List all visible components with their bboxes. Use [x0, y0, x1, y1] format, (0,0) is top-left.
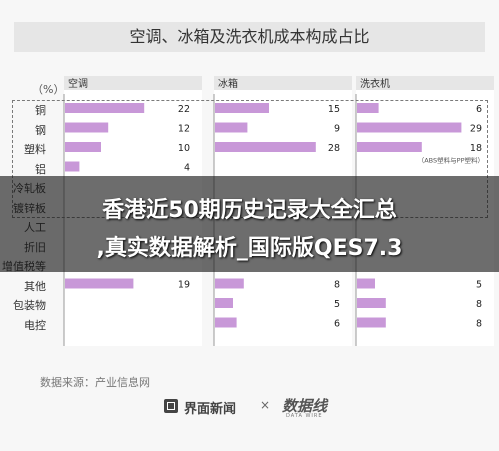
bar — [65, 103, 145, 113]
overlay-line-2: ,真实数据解析_国际版QES7.3 — [96, 236, 403, 261]
chart-title: 空调、冰箱及洗衣机成本构成占比 — [129, 27, 370, 46]
bar — [215, 142, 316, 152]
overlay-line-1: 香港近50期历史记录大全汇总 — [102, 198, 397, 223]
data-label: 22 — [178, 104, 190, 115]
category-label: 电控 — [24, 318, 46, 332]
bar — [215, 122, 248, 133]
bar — [215, 103, 269, 113]
bar — [65, 142, 101, 152]
data-label: 15 — [328, 104, 340, 115]
bar — [357, 278, 375, 289]
title-bar: 空调、冰箱及洗衣机成本构成占比 — [14, 22, 485, 52]
jiemian-logo-icon — [164, 399, 178, 413]
data-label: 8 — [334, 280, 340, 291]
bar — [357, 142, 422, 152]
brand-name: 界面新闻 — [184, 402, 237, 417]
panel-header — [64, 76, 202, 90]
data-label: 29 — [470, 124, 482, 135]
category-label: 包装物 — [13, 299, 46, 312]
data-label: 8 — [476, 319, 482, 330]
data-label: 6 — [476, 104, 482, 115]
panel-title: 洗衣机 — [360, 77, 390, 90]
data-label: 8 — [476, 299, 482, 310]
category-label: 铜 — [35, 104, 46, 117]
category-label: 塑料 — [24, 143, 46, 156]
unit-label: （%） — [32, 83, 65, 96]
bar — [215, 298, 233, 308]
category-label: 铝 — [35, 162, 46, 176]
watermark-overlay: 香港近50期历史记录大全汇总 ,真实数据解析_国际版QES7.3 — [0, 176, 499, 272]
data-label: 5 — [334, 299, 340, 310]
bar — [357, 298, 386, 308]
bar — [65, 278, 134, 289]
bar — [215, 317, 237, 328]
panel-title: 冰箱 — [218, 77, 238, 90]
data-source: 数据来源：产业信息网 — [40, 376, 150, 389]
data-label: 5 — [476, 280, 482, 291]
footer-brand: 界面新闻 × 数据线 DATA WIRE — [150, 397, 350, 419]
panel-header — [214, 76, 352, 90]
data-label: 19 — [178, 280, 190, 291]
panel-header — [356, 76, 494, 90]
data-label: 9 — [334, 124, 340, 135]
partner-logo-sub: DATA WIRE — [286, 413, 323, 419]
data-label: 18 — [470, 143, 482, 154]
separator-mark: × — [260, 398, 271, 412]
data-label: 4 — [184, 163, 190, 174]
data-label: 6 — [334, 319, 340, 330]
bar — [357, 103, 379, 113]
data-label: 28 — [328, 143, 340, 154]
data-label: 12 — [178, 124, 190, 135]
annotation-note: （ABS塑料与PP塑料） — [418, 156, 484, 165]
partner-logo: 数据线 — [282, 397, 328, 415]
bar — [357, 317, 386, 328]
category-label: 其他 — [24, 279, 46, 293]
bar — [65, 122, 109, 133]
bar — [357, 122, 462, 133]
bar — [65, 161, 80, 172]
panel-title: 空调 — [68, 77, 88, 90]
category-label: 钢 — [35, 123, 46, 137]
data-label: 10 — [178, 143, 190, 154]
bar — [215, 278, 244, 289]
